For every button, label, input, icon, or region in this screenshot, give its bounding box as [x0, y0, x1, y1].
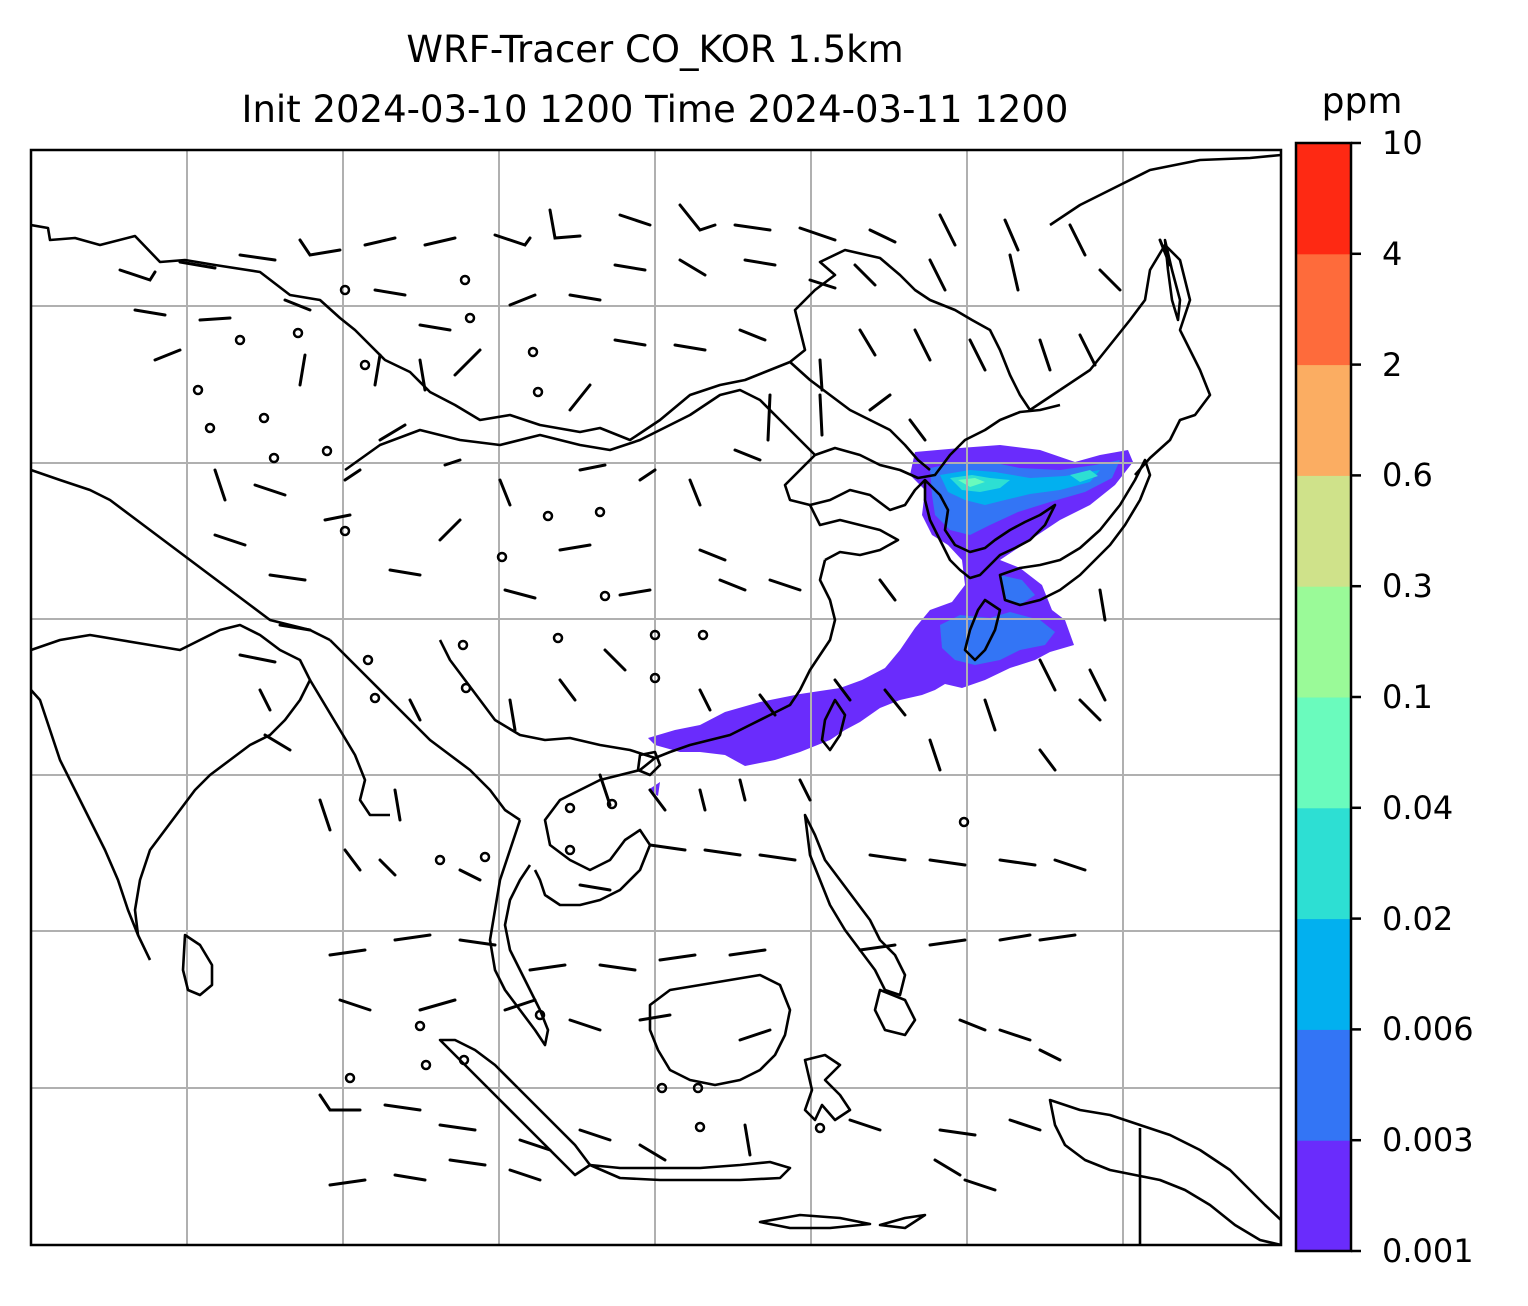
hainan: [636, 750, 662, 777]
map-title-line2: Init 2024-03-10 1200 Time 2024-03-11 120…: [241, 88, 1069, 131]
inland-border-2: [438, 639, 656, 760]
colorbar-tick-label: 2: [1382, 345, 1403, 384]
borneo: [648, 973, 792, 1087]
barb-row-4: [213, 393, 927, 507]
russia-south-border: [31, 223, 1061, 442]
colorbar-tick-label: 0.3: [1382, 567, 1433, 606]
barb-row-1: [118, 203, 1172, 282]
mongolia-border: [344, 388, 816, 472]
timor: [878, 1213, 927, 1230]
indochina: [533, 756, 656, 907]
map-title-line1: WRF-Tracer CO_KOR 1.5km: [406, 28, 904, 71]
korea: [923, 478, 1057, 580]
western-border: [31, 468, 331, 642]
barb-row-10: [338, 998, 1062, 1062]
japan-kyushu: [963, 598, 1002, 662]
barb-row-5: [213, 513, 1107, 622]
barb-row-11: [318, 1093, 1042, 1162]
coastlines: [31, 153, 1281, 1245]
colorbar-segment: [1296, 807, 1351, 920]
shandong: [808, 504, 900, 562]
colorbar-segment: [1296, 475, 1351, 587]
barb-row-9: [328, 933, 1077, 972]
colorbar-tick-label: 0.1: [1382, 678, 1433, 716]
china-east-coast: [654, 559, 837, 760]
colorbar-tick-label: 0.6: [1382, 456, 1433, 495]
barb-row-7: [263, 698, 1102, 832]
lesser-sunda: [758, 1213, 872, 1230]
colorbar-segment: [1296, 1140, 1351, 1252]
map-frame: [29, 148, 1283, 1247]
colorbar-segment: [1296, 697, 1351, 809]
inland-border-1: [329, 639, 521, 822]
plume-level-0.003-c: [1000, 575, 1035, 605]
china-northeast: [814, 403, 1061, 480]
colorbar-segment: [1296, 143, 1351, 255]
malay-peninsula: [488, 819, 550, 1047]
java: [588, 1160, 792, 1182]
barb-row-3: [153, 328, 1097, 412]
tracer-plume: [648, 445, 1133, 796]
japan-honshu: [998, 458, 1152, 607]
colorbar: [1294, 141, 1361, 1253]
taiwan: [820, 698, 847, 752]
colorbar-unit-label: ppm: [1321, 81, 1403, 122]
colorbar-segment: [1296, 918, 1351, 1030]
mindanao: [873, 988, 917, 1037]
map-panel: [31, 150, 1281, 1245]
barb-row-8: [343, 843, 1087, 892]
bohai-coast: [783, 454, 926, 512]
russia-pacific-coast: [1059, 243, 1212, 476]
colorbar-segment: [1296, 253, 1351, 366]
calm-wind-markers: [192, 274, 970, 1134]
barb-row-12: [328, 1158, 997, 1192]
colorbar-tick-label: 0.001: [1382, 1232, 1474, 1270]
barb-row-6: [238, 623, 1107, 732]
china-russia-border: [789, 361, 931, 471]
colorbar-tick-label: 0.003: [1382, 1121, 1474, 1160]
colorbar-tick-label: 0.006: [1382, 1010, 1474, 1049]
colorbar-tick-label: 0.04: [1382, 788, 1454, 827]
india-west-coast: [31, 689, 152, 961]
colorbar-tick-label: 10: [1382, 124, 1423, 162]
sulawesi: [803, 1053, 852, 1122]
wind-barbs: [118, 203, 1172, 1192]
gridlines: [31, 150, 1281, 1245]
philippines: [803, 813, 907, 997]
sri-lanka: [181, 933, 214, 997]
colorbar-segment: [1296, 586, 1351, 698]
colorbar-segment: [1296, 364, 1351, 476]
plume-level-0.02-b: [1070, 470, 1098, 482]
plume-level-0.001: [648, 445, 1133, 766]
bay-of-bengal-coast: [308, 679, 390, 817]
sakhalin: [1163, 238, 1182, 322]
colorbar-segment: [1296, 1029, 1351, 1141]
plume-level-0.003-b: [940, 612, 1055, 665]
barb-row-2: [133, 253, 1122, 332]
colorbar-tick-label: 4: [1382, 234, 1403, 273]
india-east-coast: [31, 623, 312, 936]
okhotsk-coast: [1049, 153, 1281, 227]
new-guinea: [1048, 1098, 1281, 1245]
colorbar-tick-label: 0.02: [1382, 899, 1454, 938]
plume-level-0.04: [958, 478, 985, 487]
